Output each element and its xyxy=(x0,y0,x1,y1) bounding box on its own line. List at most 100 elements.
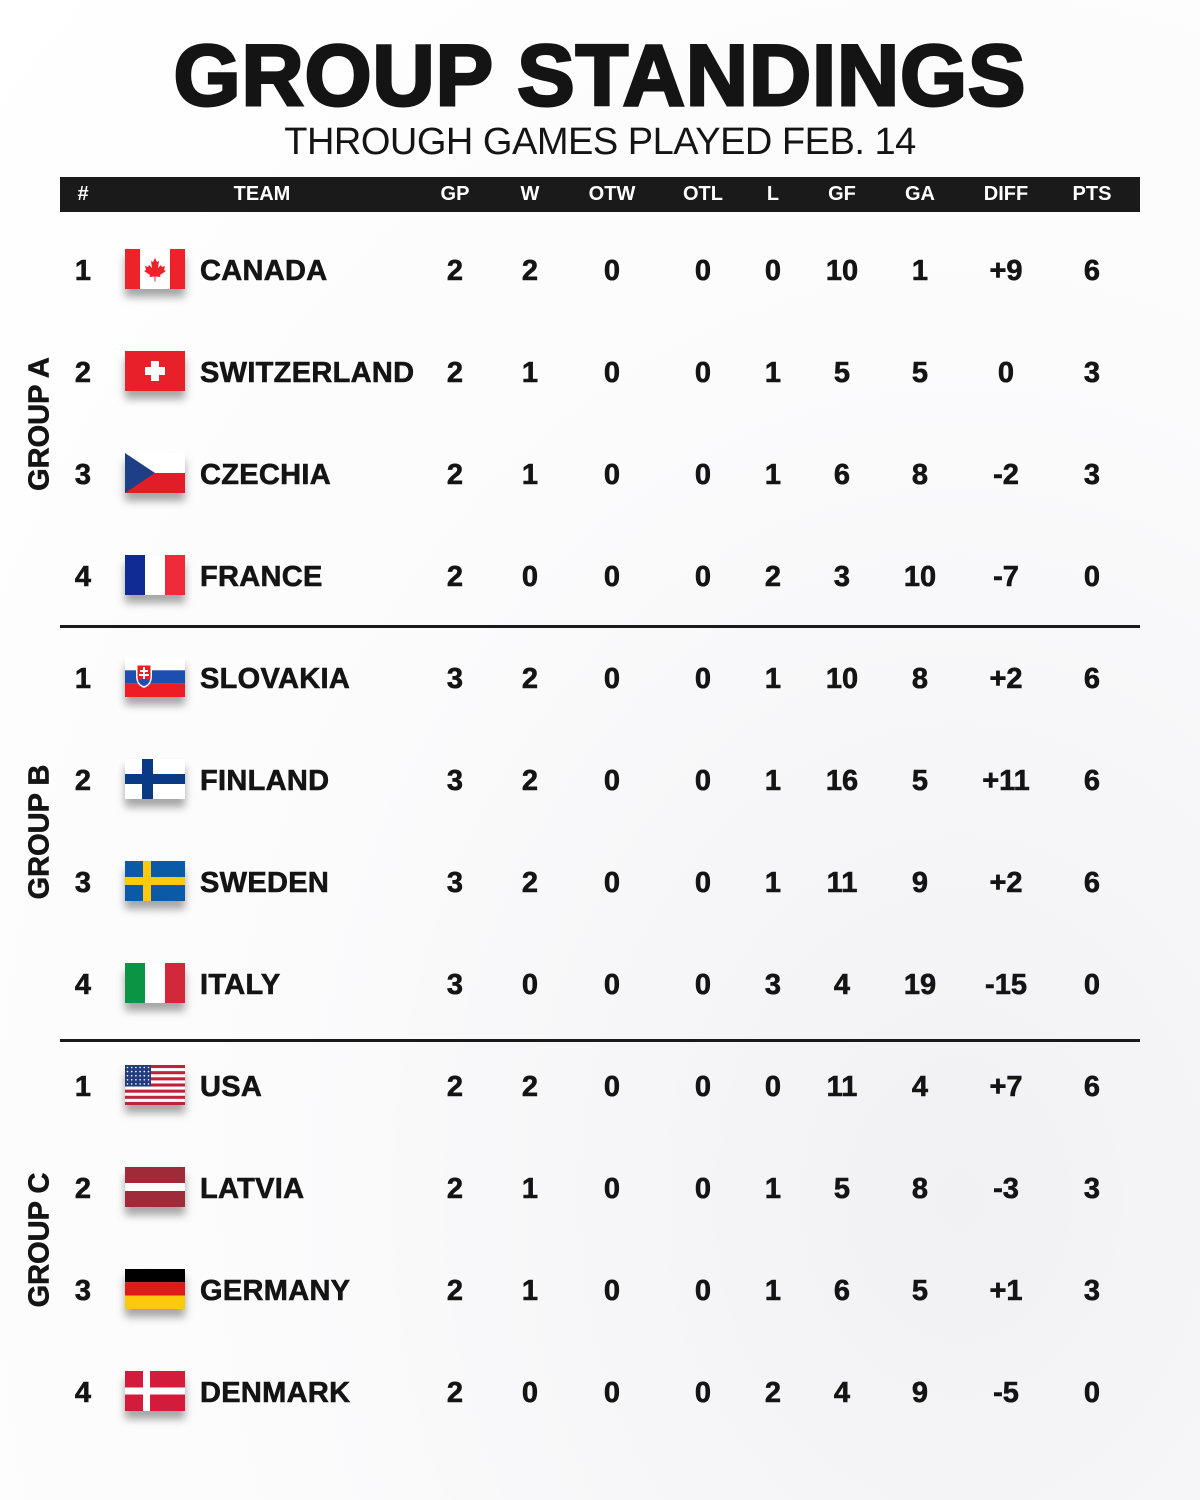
cell-w: 2 xyxy=(521,663,539,696)
cell-rank: 4 xyxy=(74,561,92,594)
cell-diff: -3 xyxy=(993,1173,1019,1206)
cell-ga: 8 xyxy=(911,663,929,696)
cell-rank: 2 xyxy=(74,1173,92,1206)
canada-flag-icon xyxy=(125,249,185,289)
cell-ga: 19 xyxy=(903,969,937,1002)
cell-gp: 2 xyxy=(446,561,464,594)
cell-ga: 9 xyxy=(911,867,929,900)
cell-w: 2 xyxy=(521,867,539,900)
cell-rank: 1 xyxy=(74,255,92,288)
cell-otl: 0 xyxy=(694,357,712,390)
cell-ga: 4 xyxy=(911,1071,929,1104)
team-name: DENMARK xyxy=(200,1377,351,1410)
cell-otw: 0 xyxy=(603,1377,621,1410)
table-row: 2 FINLAND 3 2 0 0 1 16 5 +11 6 xyxy=(0,730,1200,832)
czechia-flag-icon xyxy=(125,453,185,493)
cell-diff: -5 xyxy=(993,1377,1019,1410)
column-header-gp: GP xyxy=(440,183,470,205)
cell-rank: 4 xyxy=(74,1377,92,1410)
cell-diff: -15 xyxy=(985,969,1028,1002)
team-name: USA xyxy=(200,1071,263,1104)
cell-diff: +2 xyxy=(989,867,1023,900)
column-header-diff: DIFF xyxy=(983,183,1029,205)
team-name: SLOVAKIA xyxy=(200,663,351,696)
cell-gp: 2 xyxy=(446,255,464,288)
cell-otl: 0 xyxy=(694,663,712,696)
table-row: 1 SLOVAKIA 3 2 0 0 1 10 8 +2 6 xyxy=(0,628,1200,730)
cell-pts: 3 xyxy=(1083,1173,1101,1206)
cell-gf: 11 xyxy=(826,867,858,900)
cell-otw: 0 xyxy=(603,561,621,594)
column-header-rank: # xyxy=(77,183,89,205)
cell-diff: +9 xyxy=(989,255,1023,288)
table-row: 2 LATVIA 2 1 0 0 1 5 8 -3 3 xyxy=(0,1138,1200,1240)
cell-w: 2 xyxy=(521,255,539,288)
table-row: 1 CANADA 2 2 0 0 0 10 1 +9 6 xyxy=(0,220,1200,322)
denmark-flag-icon xyxy=(125,1371,185,1411)
cell-rank: 2 xyxy=(74,357,92,390)
table-row: 4 FRANCE 2 0 0 0 2 3 10 -7 0 xyxy=(0,526,1200,628)
cell-w: 2 xyxy=(521,765,539,798)
slovakia-flag-icon xyxy=(125,657,185,697)
table-row: 1 USA 2 2 0 0 0 11 4 +7 6 xyxy=(0,1036,1200,1138)
team-name: SWITZERLAND xyxy=(200,357,415,390)
cell-ga: 8 xyxy=(911,1173,929,1206)
cell-diff: +1 xyxy=(989,1275,1023,1308)
cell-l: 1 xyxy=(764,765,782,798)
cell-gp: 3 xyxy=(446,867,464,900)
cell-otl: 0 xyxy=(694,255,712,288)
usa-flag-icon xyxy=(125,1065,185,1105)
cell-otl: 0 xyxy=(694,1377,712,1410)
column-header-team: TEAM xyxy=(233,183,291,205)
cell-w: 0 xyxy=(521,561,539,594)
cell-gf: 6 xyxy=(833,1275,851,1308)
cell-rank: 3 xyxy=(74,867,92,900)
cell-rank: 4 xyxy=(74,969,92,1002)
cell-ga: 5 xyxy=(911,1275,929,1308)
cell-diff: 0 xyxy=(997,357,1015,390)
cell-gf: 6 xyxy=(833,459,851,492)
column-header-otl: OTL xyxy=(683,183,723,205)
cell-otw: 0 xyxy=(603,867,621,900)
cell-pts: 3 xyxy=(1083,459,1101,492)
latvia-flag-icon xyxy=(125,1167,185,1207)
france-flag-icon xyxy=(125,555,185,595)
cell-w: 1 xyxy=(521,459,539,492)
cell-diff: +2 xyxy=(989,663,1023,696)
cell-w: 0 xyxy=(521,969,539,1002)
cell-l: 1 xyxy=(764,1173,782,1206)
cell-gp: 2 xyxy=(446,1275,464,1308)
team-name: CANADA xyxy=(200,255,328,288)
cell-w: 2 xyxy=(521,1071,539,1104)
table-row: 3 SWEDEN 3 2 0 0 1 11 9 +2 6 xyxy=(0,832,1200,934)
cell-pts: 6 xyxy=(1083,765,1101,798)
table-row: 4 ITALY 3 0 0 0 3 4 19 -15 0 xyxy=(0,934,1200,1036)
cell-gf: 10 xyxy=(825,663,859,696)
cell-gf: 5 xyxy=(833,1173,851,1206)
table-header: # TEAM GP W OTW OTL L GF GA DIFF PTS xyxy=(60,177,1140,212)
cell-pts: 3 xyxy=(1083,1275,1101,1308)
cell-l: 2 xyxy=(764,1377,782,1410)
cell-l: 1 xyxy=(764,867,782,900)
cell-gf: 16 xyxy=(825,765,859,798)
cell-gp: 2 xyxy=(446,1071,464,1104)
cell-otl: 0 xyxy=(694,765,712,798)
group-divider xyxy=(60,625,1140,628)
cell-otw: 0 xyxy=(603,357,621,390)
cell-otl: 0 xyxy=(694,1275,712,1308)
cell-pts: 0 xyxy=(1083,561,1101,594)
table-row: 3 GERMANY 2 1 0 0 1 6 5 +1 3 xyxy=(0,1240,1200,1342)
cell-w: 1 xyxy=(521,357,539,390)
cell-rank: 2 xyxy=(74,765,92,798)
column-header-gf: GF xyxy=(828,183,856,205)
cell-otw: 0 xyxy=(603,663,621,696)
cell-otl: 0 xyxy=(694,459,712,492)
cell-rank: 1 xyxy=(74,1071,92,1104)
cell-gf: 5 xyxy=(833,357,851,390)
cell-l: 3 xyxy=(764,969,782,1002)
team-name: LATVIA xyxy=(200,1173,305,1206)
cell-diff: -7 xyxy=(993,561,1019,594)
column-header-otw: OTW xyxy=(588,183,636,205)
cell-gf: 4 xyxy=(833,969,851,1002)
team-name: ITALY xyxy=(200,969,281,1002)
